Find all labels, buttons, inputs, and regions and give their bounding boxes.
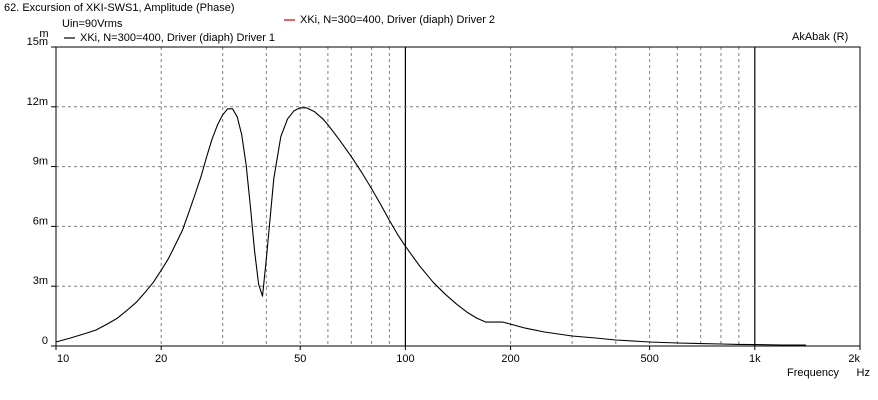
x-axis-unit: Hz (857, 367, 870, 379)
x-axis-label: Frequency (787, 367, 839, 379)
grid (55, 46, 861, 347)
x-tick-label: 10 (57, 353, 69, 365)
legend-label-2: XKi, N=300=400, Driver (diaph) Driver 2 (300, 14, 495, 26)
x-tick-label: 2k (848, 353, 860, 365)
series-line-1 (55, 107, 806, 346)
x-tick-label: 100 (396, 353, 414, 365)
x-tick-label: 500 (640, 353, 658, 365)
y-tick-label: 15m (27, 36, 48, 48)
y-tick-label: 9m (33, 156, 48, 168)
legend-label-1: XKi, N=300=400, Driver (diaph) Driver 1 (80, 32, 275, 44)
y-axis-unit: m (39, 28, 48, 40)
y-tick-label: 0 (42, 335, 48, 347)
x-tick-label: 50 (294, 353, 306, 365)
y-tick-label: 12m (27, 96, 48, 108)
y-tick-label: 3m (33, 275, 48, 287)
legend: XKi, N=300=400, Driver (diaph) Driver 2 X… (64, 14, 495, 44)
x-tick-label: 20 (155, 353, 167, 365)
series-lines (55, 107, 806, 346)
x-tick-label: 1k (749, 353, 761, 365)
brand-label: AkAbak (R) (792, 31, 849, 43)
chart-title: 62. Excursion of XKI-SWS1, Amplitude (Ph… (4, 2, 235, 14)
y-tick-label: 6m (33, 215, 48, 227)
condition-label: Uin=90Vrms (62, 18, 123, 30)
x-tick-label: 200 (501, 353, 519, 365)
plot-frame (55, 46, 861, 347)
